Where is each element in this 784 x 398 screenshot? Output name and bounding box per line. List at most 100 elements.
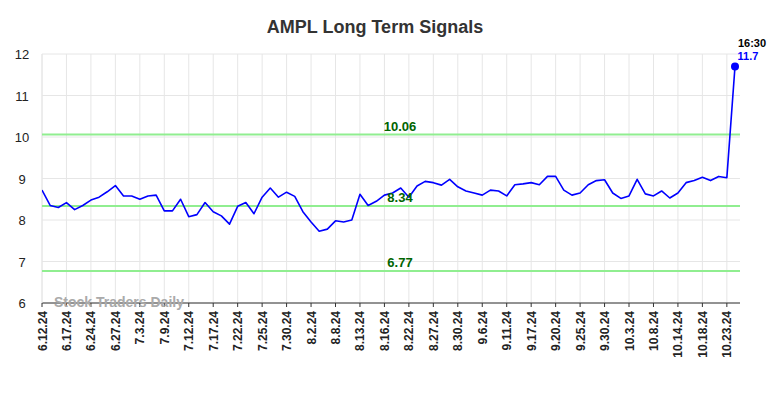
grid-line bbox=[482, 54, 483, 303]
last-value-label: 11.7 bbox=[738, 50, 759, 62]
grid-line bbox=[335, 54, 336, 303]
x-tick bbox=[604, 303, 605, 307]
x-tick bbox=[188, 303, 189, 307]
x-tick-label: 9.25.24 bbox=[574, 311, 588, 351]
grid-line bbox=[702, 54, 703, 303]
x-tick bbox=[482, 303, 483, 307]
reference-line bbox=[42, 270, 740, 272]
x-tick-label: 9.17.24 bbox=[525, 311, 539, 351]
grid-line bbox=[677, 54, 678, 303]
x-tick bbox=[506, 303, 507, 307]
grid-line bbox=[42, 220, 740, 221]
y-tick-label: 7 bbox=[18, 255, 25, 270]
x-tick-label: 10.23.24 bbox=[720, 311, 734, 358]
x-tick bbox=[726, 303, 727, 307]
grid-line bbox=[237, 54, 238, 303]
x-tick-label: 6.12.24 bbox=[36, 311, 50, 351]
grid-line bbox=[188, 54, 189, 303]
x-tick bbox=[42, 303, 43, 307]
grid-line bbox=[42, 137, 740, 138]
reference-line bbox=[42, 205, 740, 207]
x-tick bbox=[457, 303, 458, 307]
grid-line bbox=[726, 54, 727, 303]
reference-label: 6.77 bbox=[387, 255, 412, 270]
annotation: 16:30 bbox=[738, 37, 766, 49]
x-tick-label: 7.30.24 bbox=[280, 311, 294, 351]
x-tick-label: 8.13.24 bbox=[353, 311, 367, 351]
x-tick-label: 8.27.24 bbox=[427, 311, 441, 351]
x-tick bbox=[629, 303, 630, 307]
grid-line bbox=[164, 54, 165, 303]
grid-line bbox=[506, 54, 507, 303]
grid-line bbox=[457, 54, 458, 303]
y-axis bbox=[42, 54, 43, 303]
grid-line bbox=[42, 95, 740, 96]
grid-line bbox=[66, 54, 67, 303]
x-tick bbox=[311, 303, 312, 307]
x-tick bbox=[286, 303, 287, 307]
grid-line bbox=[384, 54, 385, 303]
grid-line bbox=[42, 54, 43, 303]
grid-line bbox=[139, 54, 140, 303]
grid-line bbox=[311, 54, 312, 303]
x-tick bbox=[580, 303, 581, 307]
reference-line bbox=[42, 134, 740, 136]
x-tick-label: 8.2.24 bbox=[305, 311, 319, 345]
x-tick-label: 8.16.24 bbox=[378, 311, 392, 351]
grid-line bbox=[629, 54, 630, 303]
grid-line bbox=[433, 54, 434, 303]
y-tick-label: 12 bbox=[15, 47, 29, 62]
reference-label: 10.06 bbox=[384, 119, 417, 134]
grid-line bbox=[286, 54, 287, 303]
x-tick bbox=[555, 303, 556, 307]
x-tick-label: 10.3.24 bbox=[623, 311, 637, 351]
x-tick-label: 9.20.24 bbox=[549, 311, 563, 351]
grid-line bbox=[213, 54, 214, 303]
grid-line bbox=[580, 54, 581, 303]
grid-line bbox=[653, 54, 654, 303]
y-tick-label: 9 bbox=[18, 172, 25, 187]
x-tick bbox=[653, 303, 654, 307]
x-tick bbox=[359, 303, 360, 307]
x-tick-label: 9.6.24 bbox=[476, 311, 490, 345]
y-tick-label: 11 bbox=[15, 89, 29, 104]
chart: AMPL Long Term Signals 6 7 8 9 10 11 12 6.12.24 6… bbox=[0, 0, 784, 398]
x-tick-label: 7.9.24 bbox=[158, 311, 172, 345]
x-tick-label: 6.24.24 bbox=[84, 311, 98, 351]
x-tick-label: 9.30.24 bbox=[598, 311, 612, 351]
x-tick-label: 7.25.24 bbox=[256, 311, 270, 351]
grid-line bbox=[359, 54, 360, 303]
x-tick-label: 7.3.24 bbox=[133, 311, 147, 345]
x-tick-label: 8.30.24 bbox=[451, 311, 465, 351]
x-tick bbox=[433, 303, 434, 307]
x-tick bbox=[384, 303, 385, 307]
x-tick bbox=[531, 303, 532, 307]
x-tick bbox=[262, 303, 263, 307]
x-tick-label: 10.8.24 bbox=[647, 311, 661, 351]
x-tick bbox=[408, 303, 409, 307]
y-tick-label: 8 bbox=[18, 213, 25, 228]
x-tick-label: 6.27.24 bbox=[109, 311, 123, 351]
grid-line bbox=[604, 54, 605, 303]
grid-line bbox=[115, 54, 116, 303]
x-tick-label: 10.18.24 bbox=[696, 311, 710, 358]
grid-line bbox=[531, 54, 532, 303]
x-tick bbox=[677, 303, 678, 307]
y-tick-label: 6 bbox=[18, 296, 25, 311]
y-tick-label: 10 bbox=[15, 130, 29, 145]
x-tick bbox=[335, 303, 336, 307]
title: AMPL Long Term Signals bbox=[267, 17, 483, 37]
reference-label: 8.34 bbox=[387, 190, 413, 205]
grid-line bbox=[90, 54, 91, 303]
x-tick-label: 7.17.24 bbox=[207, 311, 221, 351]
x-tick-label: 7.12.24 bbox=[182, 311, 196, 351]
x-tick-label: 9.11.24 bbox=[500, 311, 514, 351]
x-tick-label: 7.22.24 bbox=[231, 311, 245, 351]
x-tick-label: 8.8.24 bbox=[329, 311, 343, 345]
grid-line bbox=[42, 178, 740, 179]
x-tick-label: 8.22.24 bbox=[402, 311, 416, 351]
x-tick bbox=[702, 303, 703, 307]
last-point bbox=[731, 62, 739, 70]
grid-line bbox=[42, 54, 740, 55]
x-tick-label: 10.14.24 bbox=[671, 311, 685, 358]
